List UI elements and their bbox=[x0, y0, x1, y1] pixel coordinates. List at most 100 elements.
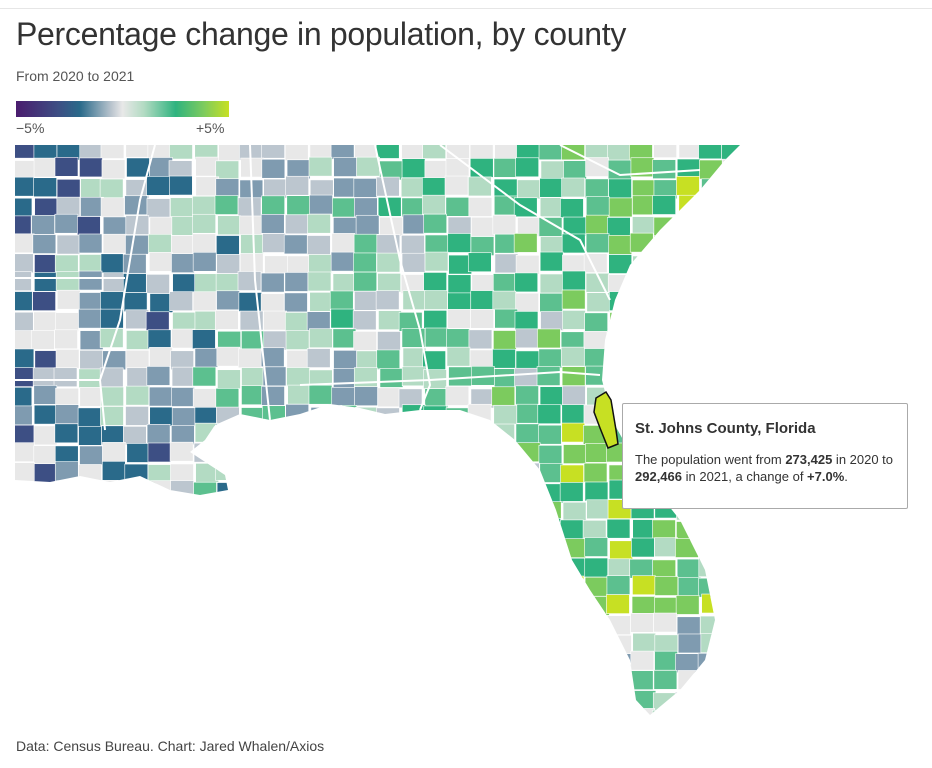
county[interactable] bbox=[586, 499, 611, 520]
county[interactable] bbox=[653, 612, 677, 633]
county[interactable] bbox=[194, 615, 218, 635]
county[interactable] bbox=[539, 688, 563, 709]
county[interactable] bbox=[217, 215, 241, 236]
county[interactable] bbox=[447, 445, 471, 465]
county[interactable] bbox=[561, 366, 586, 386]
county[interactable] bbox=[583, 462, 608, 483]
county[interactable] bbox=[353, 178, 378, 198]
county[interactable] bbox=[286, 350, 311, 370]
county[interactable] bbox=[285, 330, 310, 350]
county[interactable] bbox=[608, 235, 633, 255]
county[interactable] bbox=[286, 501, 311, 522]
county[interactable] bbox=[699, 309, 723, 329]
county[interactable] bbox=[400, 177, 425, 198]
county[interactable] bbox=[214, 195, 239, 215]
county[interactable] bbox=[652, 311, 676, 331]
county[interactable] bbox=[379, 368, 404, 388]
county[interactable] bbox=[444, 691, 469, 711]
county[interactable] bbox=[260, 214, 285, 234]
county[interactable] bbox=[10, 311, 34, 332]
county[interactable] bbox=[124, 195, 148, 216]
county[interactable] bbox=[215, 461, 239, 481]
county[interactable] bbox=[215, 273, 240, 294]
county[interactable] bbox=[285, 175, 309, 196]
county[interactable] bbox=[79, 671, 104, 692]
county[interactable] bbox=[675, 595, 700, 615]
county[interactable] bbox=[398, 558, 423, 579]
county[interactable] bbox=[722, 253, 746, 274]
county[interactable] bbox=[308, 384, 333, 405]
county[interactable] bbox=[468, 329, 493, 350]
county[interactable] bbox=[332, 521, 356, 542]
county[interactable] bbox=[239, 577, 264, 597]
county[interactable] bbox=[240, 654, 265, 675]
county[interactable] bbox=[171, 538, 196, 558]
county[interactable] bbox=[55, 483, 80, 504]
county[interactable] bbox=[80, 536, 105, 557]
county[interactable] bbox=[517, 613, 541, 633]
county[interactable] bbox=[377, 710, 401, 730]
county[interactable] bbox=[192, 329, 216, 350]
county[interactable] bbox=[193, 481, 217, 502]
county[interactable] bbox=[330, 632, 355, 652]
county[interactable] bbox=[354, 140, 378, 159]
county[interactable] bbox=[444, 577, 469, 598]
county[interactable] bbox=[57, 633, 82, 653]
county[interactable] bbox=[586, 292, 611, 312]
county[interactable] bbox=[214, 310, 239, 330]
county[interactable] bbox=[241, 597, 265, 617]
county[interactable] bbox=[307, 271, 332, 292]
county[interactable] bbox=[677, 577, 702, 597]
county[interactable] bbox=[99, 692, 124, 713]
county[interactable] bbox=[171, 407, 196, 428]
county[interactable] bbox=[53, 367, 78, 388]
county[interactable] bbox=[193, 442, 218, 463]
county[interactable] bbox=[470, 290, 495, 310]
county[interactable] bbox=[539, 197, 564, 217]
county[interactable] bbox=[353, 708, 378, 728]
county[interactable] bbox=[629, 310, 654, 331]
county[interactable] bbox=[240, 157, 265, 178]
county[interactable] bbox=[538, 595, 563, 615]
county[interactable] bbox=[146, 198, 171, 218]
county[interactable] bbox=[721, 289, 744, 310]
county[interactable] bbox=[608, 254, 633, 274]
county[interactable] bbox=[284, 444, 309, 464]
county[interactable] bbox=[306, 311, 331, 331]
county[interactable] bbox=[538, 445, 563, 465]
county[interactable] bbox=[697, 652, 722, 673]
county[interactable] bbox=[539, 386, 564, 406]
county[interactable] bbox=[333, 540, 357, 561]
county[interactable] bbox=[125, 673, 149, 694]
county[interactable] bbox=[561, 708, 585, 727]
county[interactable] bbox=[261, 632, 285, 653]
county[interactable] bbox=[423, 310, 448, 330]
county[interactable] bbox=[54, 461, 79, 481]
county[interactable] bbox=[379, 443, 404, 463]
county[interactable] bbox=[148, 575, 173, 595]
county[interactable] bbox=[699, 290, 724, 311]
county[interactable] bbox=[261, 386, 285, 406]
county[interactable] bbox=[78, 368, 103, 389]
county[interactable] bbox=[11, 424, 35, 445]
county[interactable] bbox=[8, 271, 32, 291]
county[interactable] bbox=[77, 216, 101, 236]
county[interactable] bbox=[399, 519, 424, 539]
county[interactable] bbox=[516, 462, 540, 483]
county[interactable] bbox=[194, 273, 218, 294]
county[interactable] bbox=[241, 385, 265, 406]
county[interactable] bbox=[54, 558, 78, 579]
county[interactable] bbox=[146, 366, 171, 386]
county[interactable] bbox=[492, 290, 517, 311]
county[interactable] bbox=[9, 291, 33, 311]
county[interactable] bbox=[192, 213, 216, 234]
county[interactable] bbox=[55, 271, 80, 291]
county[interactable] bbox=[78, 292, 103, 312]
county[interactable] bbox=[446, 613, 471, 634]
county[interactable] bbox=[101, 461, 126, 481]
county[interactable] bbox=[377, 501, 402, 522]
county[interactable] bbox=[309, 558, 333, 578]
county[interactable] bbox=[379, 482, 404, 502]
county[interactable] bbox=[333, 613, 357, 634]
county[interactable] bbox=[401, 142, 425, 161]
